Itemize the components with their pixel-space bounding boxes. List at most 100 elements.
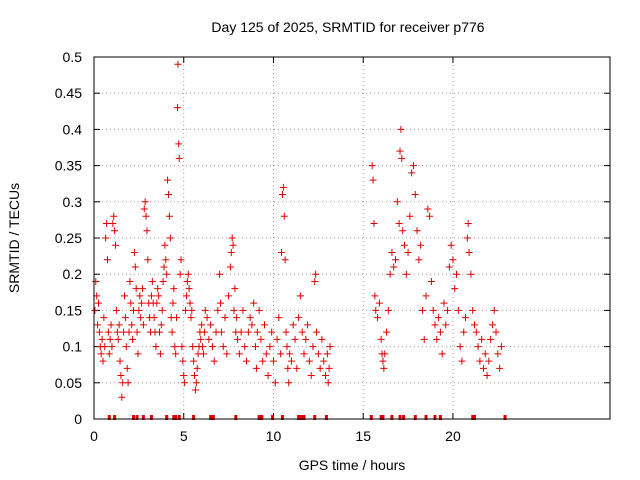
data-point xyxy=(216,270,224,278)
data-point xyxy=(160,263,168,271)
data-point xyxy=(169,299,177,307)
y-tick-label: 0.5 xyxy=(63,49,83,65)
data-point xyxy=(487,335,495,343)
data-point xyxy=(130,248,138,256)
data-point xyxy=(257,335,265,343)
data-point xyxy=(162,256,170,264)
data-point xyxy=(107,321,115,329)
data-point xyxy=(99,357,107,365)
data-point xyxy=(463,234,471,242)
data-point xyxy=(174,60,182,68)
data-point xyxy=(291,335,299,343)
data-point xyxy=(124,379,132,387)
data-point xyxy=(384,306,392,314)
data-point xyxy=(390,263,398,271)
data-point xyxy=(411,191,419,199)
data-point xyxy=(318,335,326,343)
data-point xyxy=(233,314,241,322)
data-point xyxy=(94,321,102,329)
data-point xyxy=(375,299,383,307)
data-point xyxy=(438,350,446,358)
data-point xyxy=(190,357,198,365)
data-point xyxy=(166,234,174,242)
data-point xyxy=(133,328,141,336)
data-point xyxy=(404,248,412,256)
data-point xyxy=(110,212,118,220)
plot-frame xyxy=(93,56,611,420)
grid xyxy=(94,57,610,419)
data-point xyxy=(203,314,211,322)
data-point xyxy=(217,328,225,336)
data-point xyxy=(400,241,408,249)
data-point xyxy=(264,372,272,380)
data-point xyxy=(231,285,239,293)
data-point xyxy=(436,328,444,336)
data-point xyxy=(178,343,186,351)
data-point xyxy=(284,364,292,372)
data-point xyxy=(116,357,124,365)
data-point xyxy=(456,343,464,351)
data-point xyxy=(312,270,320,278)
data-point xyxy=(191,372,199,380)
data-point xyxy=(188,306,196,314)
data-point xyxy=(173,314,181,322)
data-point xyxy=(140,205,148,213)
data-point xyxy=(156,350,164,358)
data-point xyxy=(440,299,448,307)
data-point xyxy=(371,292,379,300)
data-point xyxy=(325,364,333,372)
data-point xyxy=(374,314,382,322)
data-point xyxy=(282,328,290,336)
data-point xyxy=(121,292,129,300)
data-point xyxy=(170,285,178,293)
data-point xyxy=(445,263,453,271)
data-point xyxy=(175,140,183,148)
data-point xyxy=(305,357,313,365)
data-point xyxy=(225,292,233,300)
data-point xyxy=(309,343,317,351)
data-point xyxy=(496,364,504,372)
data-point xyxy=(243,357,251,365)
data-point xyxy=(395,220,403,228)
data-point xyxy=(252,343,260,351)
data-point xyxy=(261,321,269,329)
data-point xyxy=(148,277,156,285)
data-point xyxy=(199,343,207,351)
data-point xyxy=(97,350,105,358)
data-point xyxy=(283,343,291,351)
data-point xyxy=(406,212,414,220)
data-point xyxy=(147,292,155,300)
y-tick-label: 0 xyxy=(74,411,82,427)
data-point xyxy=(200,328,208,336)
data-point xyxy=(273,335,281,343)
data-point xyxy=(447,241,455,249)
data-point xyxy=(139,321,147,329)
data-point xyxy=(435,314,443,322)
data-point xyxy=(173,104,181,112)
data-point xyxy=(193,364,201,372)
data-point xyxy=(293,364,301,372)
data-point xyxy=(280,212,288,220)
data-point xyxy=(368,162,376,170)
data-point xyxy=(95,328,103,336)
data-point xyxy=(285,379,293,387)
data-point xyxy=(472,328,480,336)
data-point xyxy=(370,220,378,228)
data-point xyxy=(122,343,130,351)
data-point xyxy=(379,357,387,365)
data-point xyxy=(161,241,169,249)
data-point xyxy=(467,270,475,278)
data-point xyxy=(189,343,197,351)
data-point xyxy=(165,212,173,220)
data-point xyxy=(316,364,324,372)
data-point xyxy=(113,328,121,336)
data-point xyxy=(198,321,206,329)
data-point xyxy=(111,227,119,235)
data-point xyxy=(478,335,486,343)
data-point xyxy=(158,306,166,314)
data-point xyxy=(108,343,116,351)
data-point xyxy=(137,314,145,322)
data-point xyxy=(324,379,332,387)
data-point xyxy=(488,321,496,329)
data-point xyxy=(230,306,238,314)
